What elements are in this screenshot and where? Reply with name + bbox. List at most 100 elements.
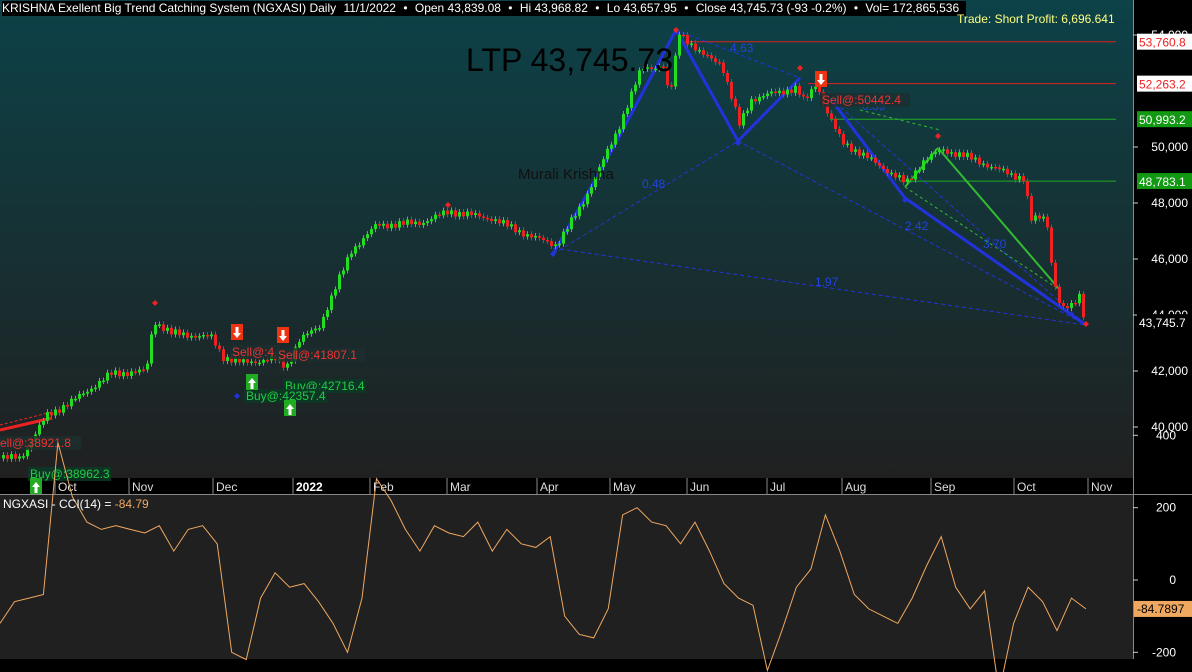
candle-up <box>398 221 401 228</box>
candle-up <box>582 204 585 207</box>
volume-value: Vol= 172,865,536 <box>865 1 960 15</box>
candle-down <box>6 455 9 459</box>
candle-up <box>350 253 353 258</box>
candle-up <box>366 234 369 239</box>
sell-arrow-icon <box>817 74 825 85</box>
date-axis-background <box>0 478 1133 494</box>
chart-title: KRISHNA Exellent Big Trend Catching Syst… <box>2 1 337 15</box>
sell-signal-label: Sell@:50442.4 <box>822 93 901 107</box>
candle-down <box>206 335 209 337</box>
price-tick-label: 42,000 <box>1151 364 1188 378</box>
candle-down <box>238 357 241 363</box>
candle-down <box>798 85 801 95</box>
candle-up <box>466 211 469 217</box>
date-tick-label: May <box>613 480 636 494</box>
cci-value: -84.79 <box>114 497 149 511</box>
candle-down <box>790 89 793 93</box>
candle-down <box>1046 216 1049 228</box>
candle-up <box>750 99 753 111</box>
pattern-dashed-green <box>904 186 1061 291</box>
candle-up <box>982 163 985 166</box>
candle-up <box>154 324 157 335</box>
candle-up <box>678 34 681 56</box>
candle-down <box>818 86 821 93</box>
sell-arrow-icon <box>279 330 287 341</box>
date-tick-label: Aug <box>845 480 866 494</box>
candle-up <box>338 274 341 290</box>
sell-signal-label: Sell@:4 <box>232 345 275 359</box>
pattern-dashed <box>552 247 1087 326</box>
ratio-label: 4.63 <box>730 41 754 55</box>
candle-down <box>754 99 757 102</box>
candle-up <box>102 380 105 383</box>
candle-up <box>622 114 625 130</box>
candle-down <box>954 152 957 157</box>
candle-up <box>18 456 21 459</box>
candle-up <box>862 152 865 156</box>
candle-up <box>42 420 45 425</box>
candle-up <box>74 398 77 401</box>
candle-down <box>682 34 685 37</box>
pattern-leg <box>736 76 802 143</box>
candle-down <box>546 240 549 242</box>
candle-down <box>662 66 665 69</box>
candle-down <box>134 371 137 373</box>
candle-up <box>166 327 169 331</box>
candle-down <box>1030 196 1033 221</box>
candle-up <box>630 91 633 108</box>
candle-down <box>694 43 697 51</box>
cci-last-tag: -84.7897 <box>1137 602 1185 616</box>
candle-down <box>970 152 973 160</box>
candle-up <box>250 361 253 364</box>
trend-line-red-dash <box>0 411 53 426</box>
sep-3: • <box>595 1 600 15</box>
candle-up <box>122 372 125 377</box>
candle-up <box>422 223 425 226</box>
cci-tick-label: 200 <box>1156 501 1176 515</box>
candle-down <box>50 412 53 416</box>
date-tick-label: Dec <box>216 480 237 494</box>
candle-down <box>1082 293 1085 318</box>
pattern-dashed <box>675 29 801 79</box>
candle-up <box>138 369 141 373</box>
date-tick-label: Nov <box>1091 480 1112 494</box>
signal-label-bg <box>276 348 366 362</box>
swing-marker <box>673 27 679 33</box>
candle-up <box>434 214 437 220</box>
candle-up <box>914 170 917 180</box>
cci-tick-label: 0 <box>1169 573 1176 587</box>
candle-up <box>330 295 333 311</box>
candle-up <box>146 363 149 370</box>
candle-down <box>994 166 997 169</box>
candle-up <box>974 157 977 160</box>
sell-signal-label: ell@:38921.8 <box>0 436 71 450</box>
price-tag-box <box>1137 33 1192 50</box>
candle-down <box>1074 302 1077 305</box>
price-tag-box <box>1137 111 1192 128</box>
candle-up <box>642 68 645 71</box>
candle-up <box>174 329 177 335</box>
swing-marker <box>550 251 556 257</box>
cci-label: NGXASI - CCI(14) = <box>3 497 112 511</box>
candle-up <box>414 221 417 225</box>
candle-down <box>230 357 233 363</box>
swing-marker <box>1083 321 1089 327</box>
cci-last-tag-box <box>1134 600 1192 617</box>
signal-label-bg <box>28 467 112 481</box>
candle-down <box>506 220 509 227</box>
candle-up <box>746 110 749 114</box>
close-value: Close 43,745.73 (-93 -0.2%) <box>695 1 847 15</box>
candle-down <box>882 165 885 170</box>
candle-up <box>586 193 589 205</box>
candle-up <box>950 152 953 154</box>
candle-down <box>446 210 449 215</box>
candle-up <box>334 289 337 296</box>
candle-down <box>462 211 465 217</box>
date-tick-label: Jun <box>690 480 709 494</box>
date-tick-label: Oct <box>1017 480 1036 494</box>
candle-up <box>390 223 393 229</box>
candle-up <box>10 454 13 459</box>
header-date: 11/1/2022 <box>343 1 396 15</box>
candle-up <box>1034 215 1037 221</box>
